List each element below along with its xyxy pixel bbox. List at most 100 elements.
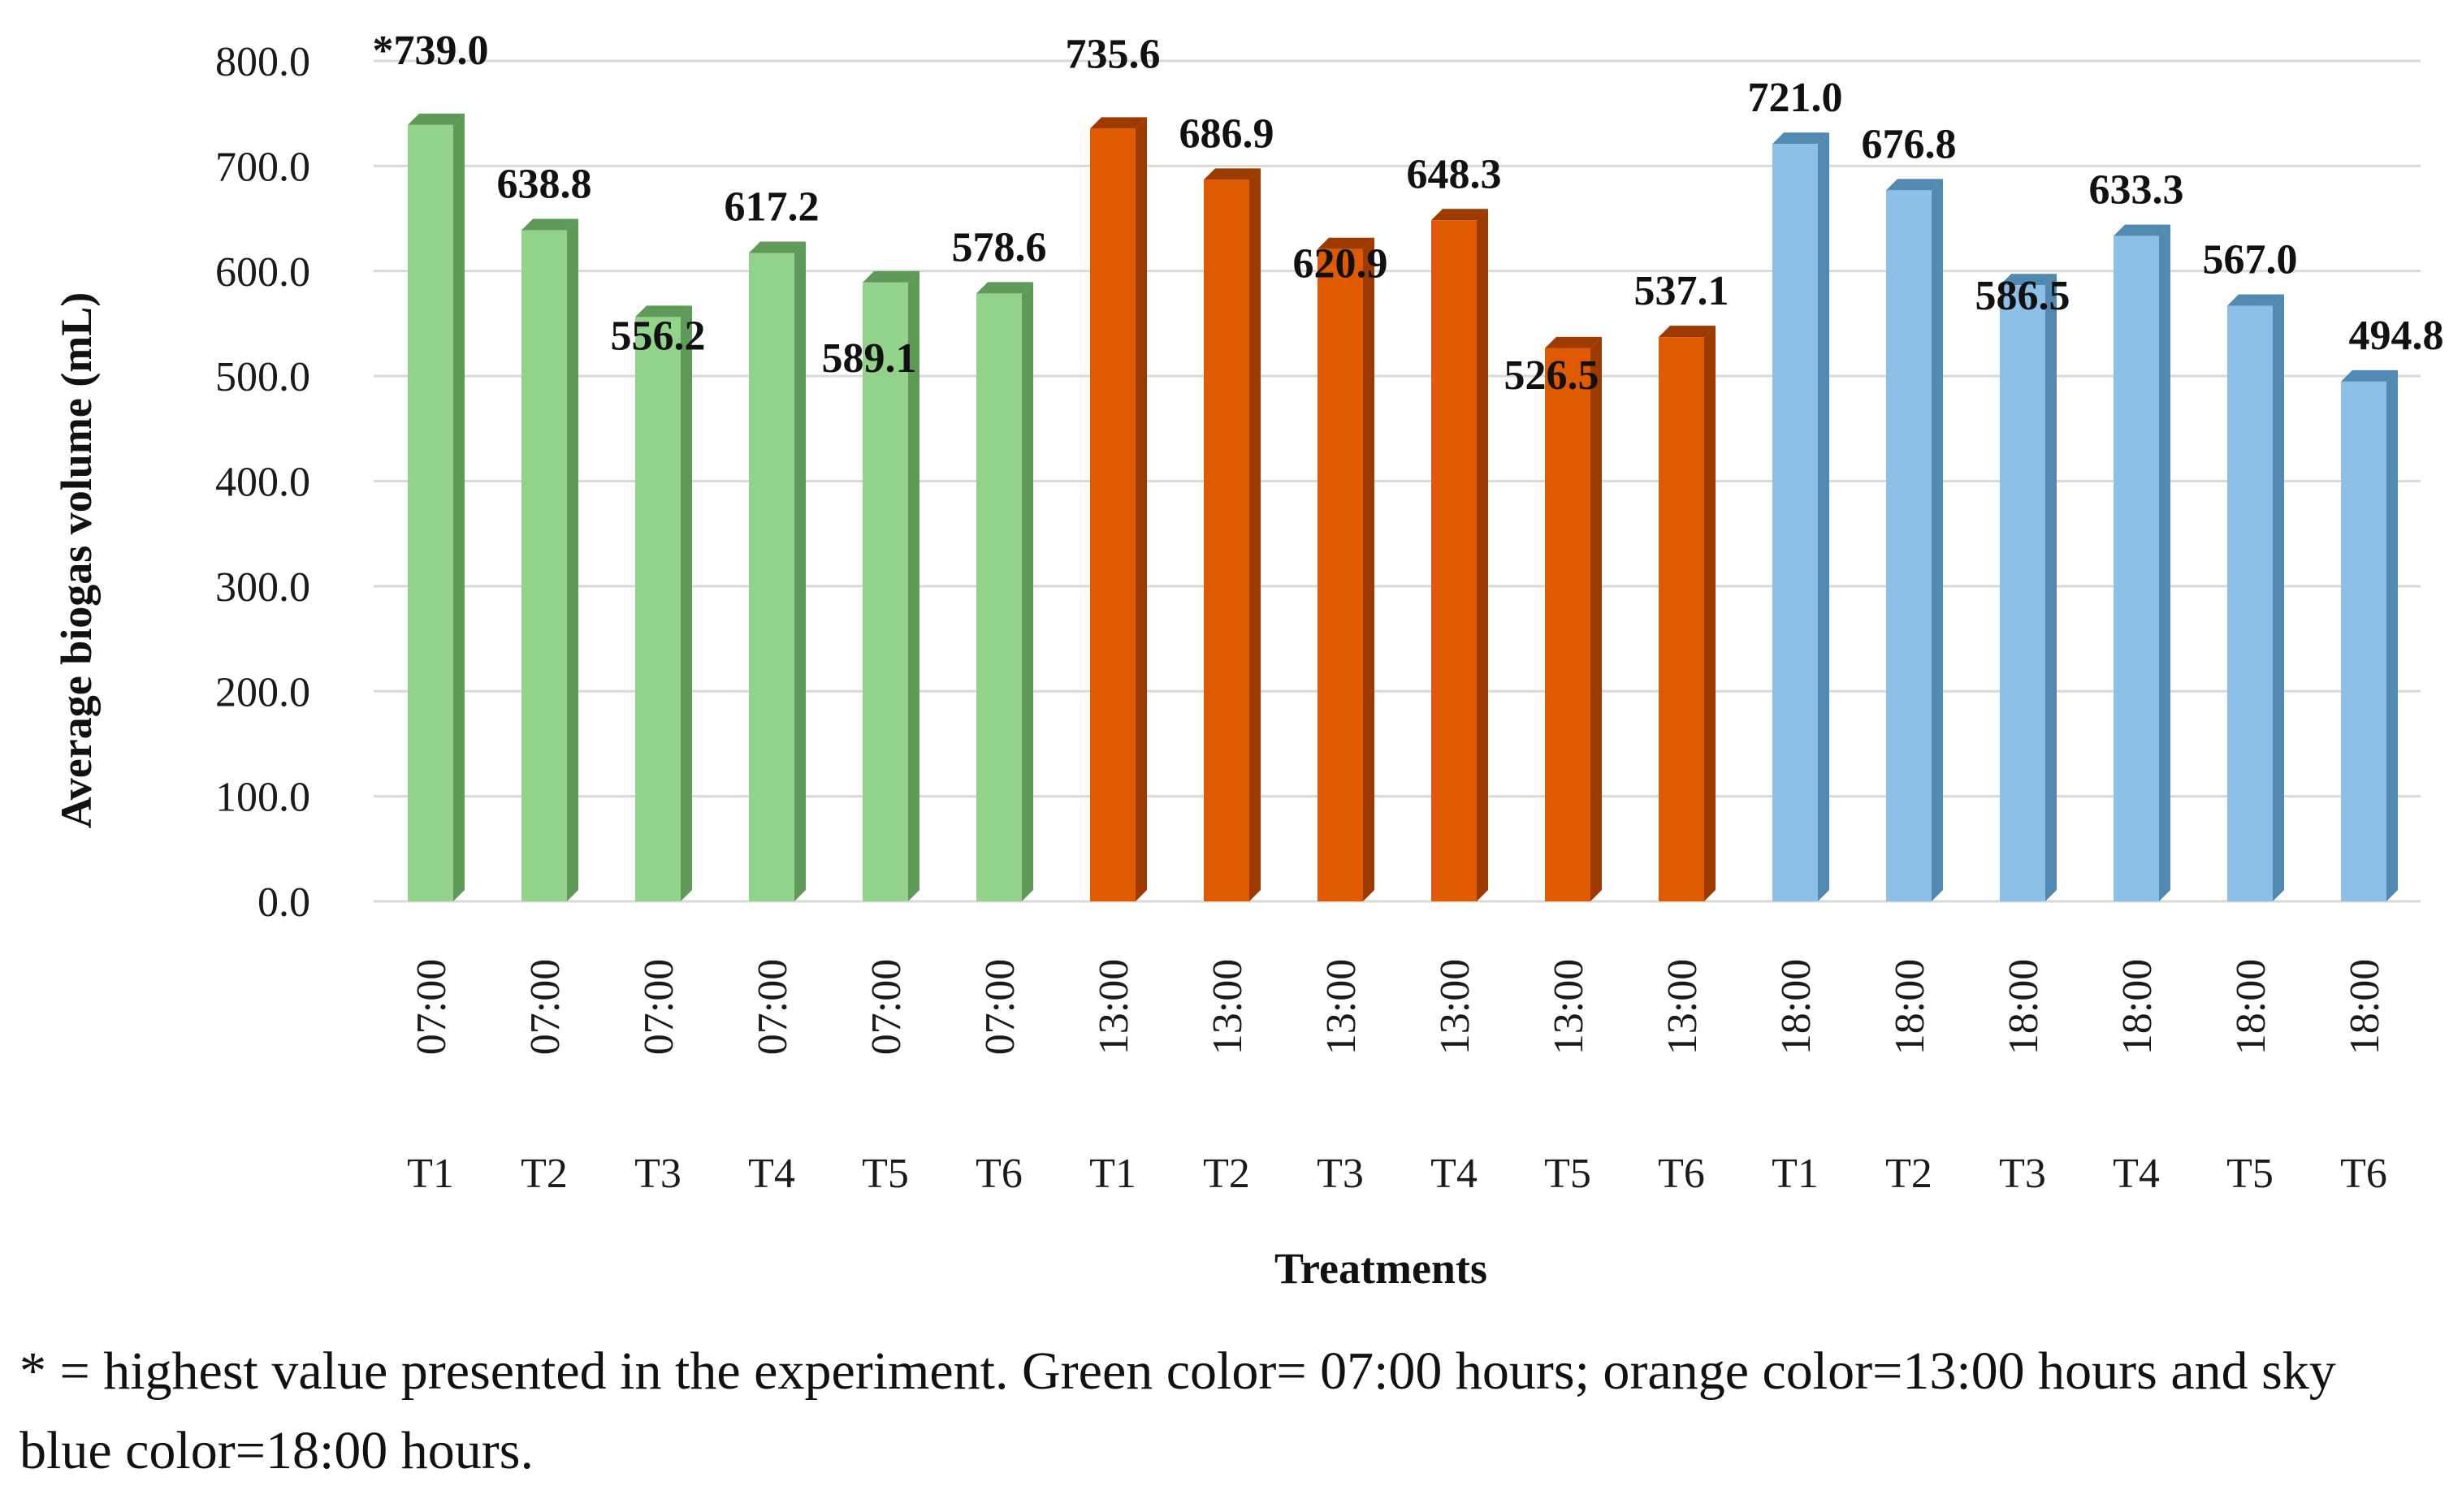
x-tick-treatment: T4	[2113, 1151, 2160, 1197]
bar-1300-t2	[1204, 168, 1261, 901]
bar-0700-t4	[749, 241, 806, 901]
data-label: 676.8	[1862, 121, 1957, 167]
bar-front	[635, 317, 681, 901]
data-labels: *739.0 638.8 556.2 617.2 589.1 578.6 735.6 686.…	[373, 28, 2444, 399]
bar-top	[2000, 274, 2057, 286]
x-axis-ticks: 07:00 T1 07:00 T2 07:00 T3 07:00 T4 07:00 T5 07:00…	[407, 959, 2388, 1197]
x-tick-treatment: T1	[1772, 1151, 1819, 1197]
bar-front	[1204, 179, 1249, 901]
bar-top	[1659, 326, 1716, 338]
y-tick-label: 100.0	[215, 775, 310, 821]
bar-side	[2273, 294, 2284, 902]
bar-side	[908, 270, 919, 901]
x-tick-treatment: T5	[862, 1151, 909, 1197]
gridlines	[374, 59, 2421, 903]
data-label: 556.2	[611, 313, 706, 359]
bar-side	[794, 241, 806, 901]
y-tick-label: 600.0	[215, 249, 310, 296]
bar-side	[681, 305, 692, 901]
bar-side	[1363, 237, 1374, 901]
data-label: 589.1	[822, 335, 917, 382]
bar-chart: 0.0 100.0 200.0 300.0 400.0 500.0 600.0 700.0 80…	[52, 28, 2444, 1293]
x-tick-time: 07:00	[863, 959, 910, 1055]
x-tick-treatment: T4	[748, 1151, 795, 1197]
bar-top	[976, 282, 1033, 294]
bar-top	[863, 270, 919, 283]
bar-0700-t1	[408, 113, 465, 901]
x-tick-time: 07:00	[522, 959, 569, 1055]
bar-side	[1136, 117, 1147, 901]
x-tick-time: 07:00	[636, 959, 682, 1055]
bar-front	[1431, 220, 1477, 902]
x-tick-time: 18:00	[2114, 959, 2161, 1055]
y-tick-label: 300.0	[215, 564, 310, 611]
x-tick-time: 13:00	[1318, 959, 1365, 1055]
data-label: 537.1	[1634, 268, 1729, 314]
bar-side	[1704, 326, 1716, 902]
data-label: 526.5	[1504, 352, 1599, 399]
bar-1300-t1	[1090, 117, 1147, 901]
bar-side	[1022, 282, 1033, 901]
bar-front	[1545, 348, 1590, 901]
bar-top	[2227, 294, 2284, 306]
y-axis-ticks: 0.0 100.0 200.0 300.0 400.0 500.0 600.0 700.0 80…	[215, 39, 310, 926]
x-tick-treatment: T2	[1885, 1151, 1932, 1197]
x-tick-time: 13:00	[1205, 959, 1251, 1055]
footnote: * = highest value presented in the exper…	[19, 1341, 2336, 1480]
bar-front	[749, 253, 794, 901]
bar-top	[749, 241, 806, 253]
data-label: *739.0	[373, 28, 489, 74]
bar-1800-t6	[2341, 369, 2398, 901]
x-tick-treatment: T2	[1203, 1151, 1250, 1197]
x-tick-treatment: T1	[407, 1151, 454, 1197]
x-tick-time: 18:00	[2001, 959, 2047, 1055]
bar-side	[1249, 168, 1261, 901]
bar-side	[567, 218, 578, 901]
bar-top	[1431, 209, 1488, 221]
x-tick-time: 13:00	[1091, 959, 1137, 1055]
bar-top	[1886, 179, 1943, 191]
data-label: 578.6	[952, 224, 1047, 270]
y-tick-label: 200.0	[215, 669, 310, 715]
bar-front	[408, 124, 453, 901]
bar-side	[1477, 209, 1488, 902]
bar-front	[2114, 235, 2159, 902]
bar-0700-t3	[635, 305, 692, 901]
bar-top	[1204, 168, 1261, 180]
x-tick-treatment: T6	[976, 1151, 1023, 1197]
bar-top	[1318, 237, 1374, 249]
x-tick-treatment: T6	[1658, 1151, 1705, 1197]
bar-0700-t6	[976, 282, 1033, 901]
bar-top	[2114, 224, 2170, 236]
x-tick-time: 07:00	[977, 959, 1023, 1055]
y-tick-label: 500.0	[215, 354, 310, 400]
bar-top	[521, 218, 578, 231]
data-label: 721.0	[1748, 75, 1843, 121]
x-tick-treatment: T1	[1089, 1151, 1136, 1197]
bar-front	[1659, 337, 1704, 902]
bar-front	[521, 230, 567, 901]
bar-1300-t6	[1659, 326, 1716, 902]
data-label: 586.5	[1975, 273, 2070, 319]
x-tick-time: 18:00	[2342, 959, 2388, 1055]
bar-top	[408, 113, 465, 125]
data-label: 686.9	[1179, 110, 1274, 157]
bar-1300-t4	[1431, 209, 1488, 902]
x-tick-time: 18:00	[2228, 959, 2274, 1055]
bar-1800-t3	[2000, 274, 2057, 901]
x-tick-treatment: T3	[1999, 1151, 2046, 1197]
data-label: 567.0	[2203, 236, 2298, 283]
x-tick-treatment: T3	[1317, 1151, 1364, 1197]
data-label: 633.3	[2089, 167, 2184, 214]
bar-1300-t3	[1318, 237, 1374, 901]
data-label: 638.8	[497, 162, 592, 208]
bar-front	[1090, 128, 1136, 901]
bar-front	[1318, 248, 1363, 901]
bar-top	[1545, 336, 1602, 348]
x-tick-treatment: T4	[1430, 1151, 1478, 1197]
x-tick-time: 13:00	[1432, 959, 1478, 1055]
bar-top	[2341, 369, 2398, 382]
bar-0700-t5	[863, 270, 919, 901]
data-label: 648.3	[1407, 151, 1502, 197]
x-tick-time: 13:00	[1546, 959, 1592, 1055]
